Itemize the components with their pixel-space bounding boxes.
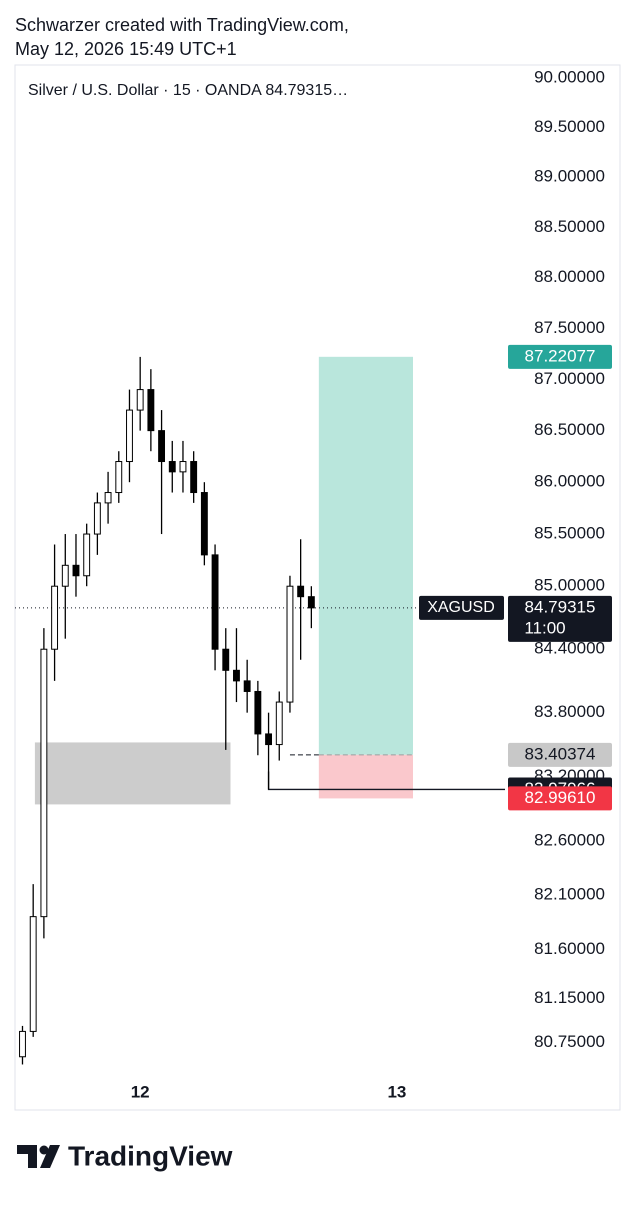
candle-body [307,596,315,609]
y-tick-label: 82.60000 [534,830,605,849]
candle-body [136,389,144,411]
target-label: 87.22077 [525,346,596,365]
candle-body [297,585,305,598]
candle-body [115,461,123,494]
y-tick-label: 88.50000 [534,217,605,236]
stop-label-bg [508,786,612,811]
candle-body [265,733,273,746]
candle-body [40,648,48,918]
chart-frame [14,64,621,1111]
candle-body [104,492,112,504]
y-tick-label: 85.00000 [534,576,605,595]
countdown-label: 11:00 [524,618,565,637]
candle-body [254,690,262,735]
stop-label: 82.99610 [525,788,596,807]
y-tick-label: 81.60000 [534,939,605,958]
candle-body [158,430,166,463]
y-tick-label: 86.50000 [534,420,605,439]
candle-body [147,389,155,432]
y-tick-label: 90.00000 [534,67,605,86]
y-tick-label: 86.00000 [534,472,605,491]
target-area [318,356,413,755]
candle-body [233,669,240,682]
symbol-label: XAGUSD [427,599,495,616]
symbol-bg [419,595,504,620]
candle-body [93,502,101,535]
y-tick-label: 84.40000 [534,639,605,658]
brand: TradingView [68,1140,233,1171]
date-line: May 12, 2026 15:49 UTC+1 [15,39,237,59]
y-tick-label: 80.75000 [534,1032,605,1051]
y-tick-label: 87.00000 [534,369,605,388]
candle-body [83,533,91,577]
candle-body [275,701,283,746]
candle-body [286,585,294,703]
entry-label: 83.40374 [525,744,596,763]
zone [34,742,231,805]
candle-body [168,461,176,473]
candle-body [29,916,37,1032]
y-tick-label: 83.80000 [534,702,605,721]
candle-body [72,564,80,577]
stop-area [318,754,413,799]
candle-body [190,461,198,494]
candle-body [222,648,230,671]
candle-body [200,492,208,556]
target-label-bg [508,344,612,369]
x-tick-label: 13 [387,1082,406,1101]
candle-body [61,564,69,587]
x-tick-label: 12 [131,1082,150,1101]
last-price-bg [508,595,612,642]
author-line: Schwarzer created with TradingView.com, [15,15,349,35]
candle-body [126,409,133,463]
last-price-label: 84.79315 [525,597,596,616]
y-tick-label: 85.50000 [534,524,605,543]
candle-body [51,585,59,650]
y-tick-label: 89.50000 [534,117,605,136]
candle-body [19,1030,26,1058]
candle-body [179,461,187,473]
entry-label-bg [508,742,612,767]
y-tick-label: 88.00000 [534,267,605,286]
y-tick-label: 81.15000 [534,988,605,1007]
tv-logo [17,1145,60,1168]
y-tick-label: 82.10000 [534,884,605,903]
candle-body [243,680,251,692]
candle-body [211,554,219,650]
y-tick-label: 87.50000 [534,318,605,337]
y-tick-label: 89.00000 [534,167,605,186]
chart-title: Silver / U.S. Dollar · 15 · OANDA 84.793… [28,82,348,99]
